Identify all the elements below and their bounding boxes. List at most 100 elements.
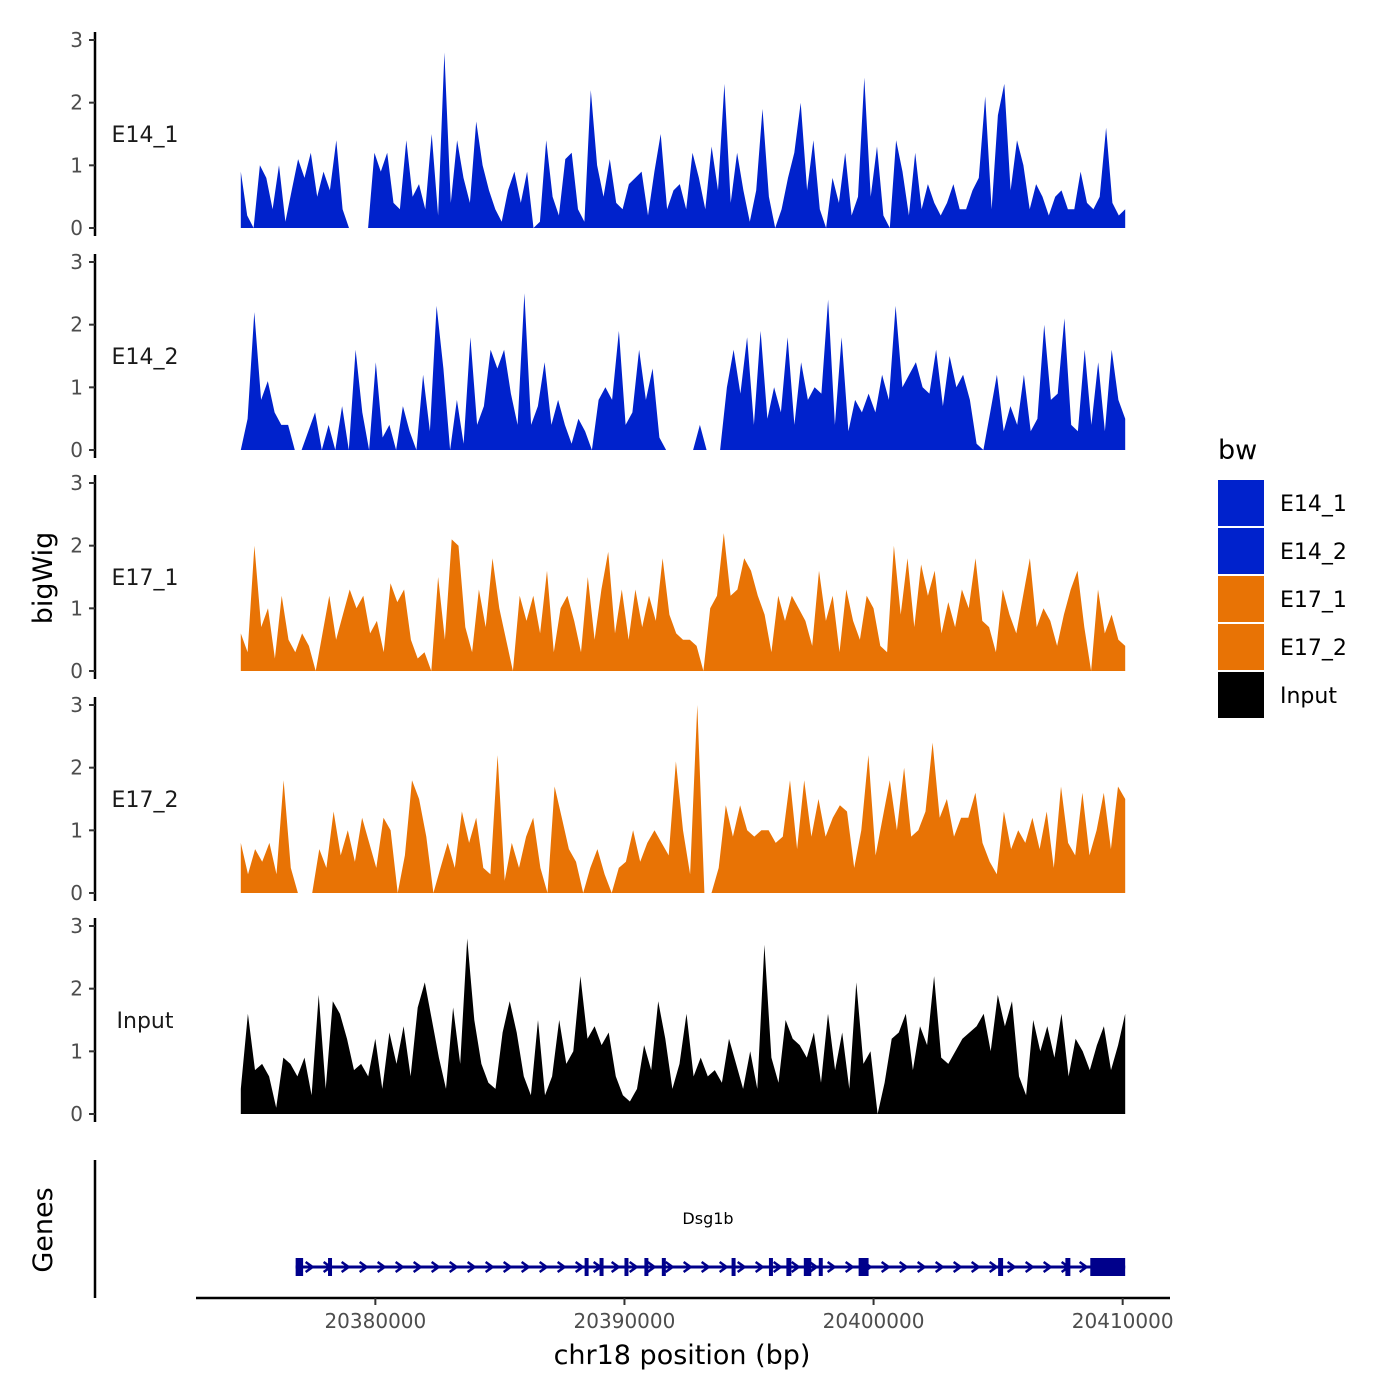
y-tick-label: 2 <box>70 313 83 337</box>
y-tick-label: 0 <box>70 216 83 240</box>
strand-arrow <box>448 1260 459 1274</box>
track-label-E14_2: E14_2 <box>112 345 179 370</box>
gene-exon <box>1090 1258 1126 1276</box>
strand-arrow <box>430 1260 441 1274</box>
y-tick-label: 2 <box>70 534 83 558</box>
strand-arrow <box>376 1260 387 1274</box>
coverage-area-E14_2 <box>240 293 1126 450</box>
strand-arrow <box>574 1260 585 1274</box>
legend-title: bw <box>1218 435 1257 466</box>
gene-exon <box>599 1258 604 1276</box>
track-label-Input: Input <box>117 1009 174 1034</box>
gene-track-title: Genes <box>28 1187 59 1272</box>
track-E17_2: 0 1 2 3 E17_2 <box>70 693 1126 905</box>
strand-arrow <box>358 1260 369 1274</box>
x-tick-label: 20380000 <box>324 1309 426 1333</box>
gene-exon <box>328 1258 333 1276</box>
track-label-E17_1: E17_1 <box>112 566 179 591</box>
y-tick-label: 3 <box>70 471 83 495</box>
y-tick-label: 1 <box>70 153 83 177</box>
gene-exon <box>768 1258 773 1276</box>
strand-arrow <box>412 1260 423 1274</box>
coverage-area-E14_1 <box>240 52 1126 228</box>
y-tick-label: 3 <box>70 693 83 717</box>
y-tick-label: 0 <box>70 659 83 683</box>
gene-exon <box>786 1258 792 1276</box>
x-tick-label: 20390000 <box>574 1309 676 1333</box>
y-tick-label: 0 <box>70 881 83 905</box>
x-axis-title: chr18 position (bp) <box>554 1340 811 1371</box>
strand-arrow <box>304 1260 315 1274</box>
track-label-E14_1: E14_1 <box>112 123 179 148</box>
strand-arrow <box>646 1260 657 1274</box>
strand-arrow <box>1078 1260 1089 1274</box>
strand-arrow <box>484 1260 495 1274</box>
strand-arrow <box>556 1260 567 1274</box>
gene-track: Dsg1b <box>93 1160 1126 1298</box>
coverage-area-E17_2 <box>240 705 1126 893</box>
y-tick-label: 2 <box>70 756 83 780</box>
legend-swatch-E17_1 <box>1218 576 1264 622</box>
track-E14_1: 0 1 2 3 E14_1 <box>70 28 1126 240</box>
gene-exon <box>998 1258 1004 1276</box>
legend-swatch-E14_2 <box>1218 528 1264 574</box>
strand-arrow <box>340 1260 351 1274</box>
strand-arrow <box>628 1260 639 1274</box>
x-axis: 20380000 20390000 20400000 20410000 <box>196 1296 1174 1333</box>
gene-exon <box>624 1258 629 1276</box>
track-label-E17_2: E17_2 <box>112 788 179 813</box>
y-tick-label: 2 <box>70 977 83 1001</box>
strand-arrow <box>718 1260 729 1274</box>
legend-label-E17_1: E17_1 <box>1280 588 1347 613</box>
strand-arrow <box>1042 1260 1053 1274</box>
y-tick-label: 2 <box>70 91 83 115</box>
legend-swatch-Input <box>1218 672 1264 718</box>
strand-arrow <box>664 1260 675 1274</box>
gene-exon <box>661 1258 666 1276</box>
strand-arrow <box>466 1260 477 1274</box>
strand-arrow <box>808 1260 819 1274</box>
strand-arrow <box>538 1260 549 1274</box>
y-tick-label: 3 <box>70 914 83 938</box>
y-tick-label: 1 <box>70 596 83 620</box>
legend-swatch-E14_1 <box>1218 480 1264 526</box>
track-E17_1: 0 1 2 3 E17_1 <box>70 471 1126 683</box>
gene-exon <box>858 1258 869 1276</box>
gene-exon <box>731 1258 736 1276</box>
gene-exon <box>584 1258 589 1276</box>
coverage-area-Input <box>240 938 1126 1114</box>
y-tick-label: 1 <box>70 818 83 842</box>
strand-arrow <box>610 1260 621 1274</box>
strand-arrow <box>502 1260 513 1274</box>
coverage-area-E17_1 <box>240 533 1126 671</box>
signal-tracks: 0 1 2 3 E14_1 0 1 2 3 E14_2 0 1 2 3 E17_1 0 1 2 3 E17_2 0 1 2 3… <box>70 28 1126 1126</box>
y-tick-label: 0 <box>70 438 83 462</box>
legend-swatch-E17_2 <box>1218 624 1264 670</box>
strand-arrow <box>880 1260 891 1274</box>
strand-arrow <box>826 1260 837 1274</box>
strand-arrow <box>970 1260 981 1274</box>
legend-label-E17_2: E17_2 <box>1280 636 1347 661</box>
strand-arrow <box>520 1260 531 1274</box>
strand-arrow <box>844 1260 855 1274</box>
x-tick-label: 20410000 <box>1072 1309 1174 1333</box>
gene-exon <box>803 1258 812 1276</box>
gene-name-label: Dsg1b <box>682 1209 733 1228</box>
gene-exon <box>644 1258 649 1276</box>
gene-exon <box>295 1258 304 1276</box>
y-tick-label: 3 <box>70 250 83 274</box>
strand-arrow <box>988 1260 999 1274</box>
gene-exon <box>1065 1258 1071 1276</box>
y-tick-label: 0 <box>70 1102 83 1126</box>
legend-label-E14_2: E14_2 <box>1280 540 1347 565</box>
strand-arrow <box>1024 1260 1035 1274</box>
gene-exon <box>818 1258 823 1276</box>
x-tick-label: 20400000 <box>823 1309 925 1333</box>
strand-arrow <box>1006 1260 1017 1274</box>
y-tick-label: 3 <box>70 28 83 52</box>
strand-arrow <box>916 1260 927 1274</box>
strand-arrow <box>754 1260 765 1274</box>
strand-arrow <box>700 1260 711 1274</box>
strand-arrow <box>682 1260 693 1274</box>
